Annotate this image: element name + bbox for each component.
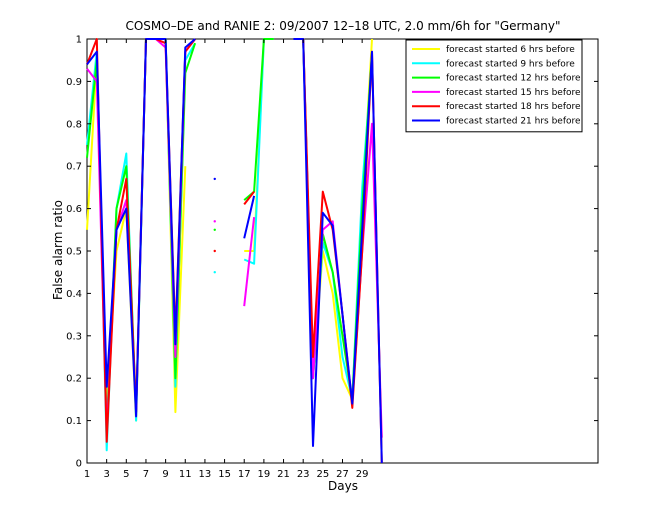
y-tick-label: 0.6: [66, 204, 82, 215]
series-line: [243, 216, 256, 307]
x-tick-label: 25: [316, 469, 329, 480]
x-tick-label: 13: [199, 469, 212, 480]
x-tick-label: 3: [103, 469, 109, 480]
y-tick-label: 0.5: [66, 247, 82, 258]
x-axis-title: Days: [328, 479, 358, 493]
y-tick-label: 0.2: [66, 374, 82, 385]
x-tick-label: 15: [218, 469, 231, 480]
legend-box: [405, 39, 583, 133]
series-point: [213, 228, 216, 231]
tick-layer: 1 3 5 7 9 11 13 15 17 19 21 23 25 27 2900.10.20.30.40.…: [66, 35, 598, 480]
legend-label: forecast started 6 hrs before: [446, 45, 575, 55]
legend-label: forecast started 12 hrs before: [446, 74, 581, 84]
x-tick-label: 23: [297, 469, 310, 480]
y-tick-label: 0.8: [66, 119, 82, 130]
x-tick-label: 21: [277, 469, 290, 480]
series-point: [213, 177, 216, 181]
x-tick-label: 11: [179, 469, 192, 480]
x-tick-label: 7: [143, 469, 149, 480]
x-tick-label: 29: [356, 469, 369, 480]
legend-label: forecast started 21 hrs before: [446, 117, 581, 127]
series-line: [293, 38, 383, 464]
series-6: [86, 38, 383, 464]
x-tick-label: 1: [84, 469, 90, 480]
x-tick-label: 9: [162, 469, 168, 480]
legend-label: forecast started 9 hrs before: [446, 59, 575, 69]
series-line: [243, 38, 274, 201]
series-layer: [86, 38, 383, 464]
series-line: [86, 38, 196, 418]
legend: forecast started 6 hrs before forecast st…: [405, 39, 583, 133]
y-tick-label: 0.1: [66, 416, 82, 427]
x-tick-label: 5: [123, 469, 129, 480]
x-tick-label: 17: [238, 469, 251, 480]
y-axis-title: False alarm ratio: [51, 200, 65, 300]
series-line: [243, 190, 255, 206]
y-tick-label: 0.7: [66, 162, 82, 173]
legend-items: forecast started 6 hrs before forecast st…: [412, 45, 581, 127]
legend-label: forecast started 18 hrs before: [446, 102, 581, 112]
chart-title: COSMO–DE and RANIE 2: 09/2007 12–18 UTC,…: [125, 19, 560, 33]
legend-label: forecast started 15 hrs before: [446, 88, 581, 98]
series-point: [213, 220, 216, 223]
series-line: [243, 195, 256, 239]
series-point: [213, 271, 216, 274]
y-tick-label: 1: [76, 35, 82, 46]
x-tick-label: 27: [336, 469, 349, 480]
y-tick-label: 0.9: [66, 77, 82, 88]
x-tick-label: 19: [258, 469, 271, 480]
y-tick-label: 0: [76, 459, 82, 470]
series-point: [213, 249, 216, 253]
y-tick-label: 0.3: [66, 331, 82, 342]
y-tick-label: 0.4: [66, 289, 82, 300]
